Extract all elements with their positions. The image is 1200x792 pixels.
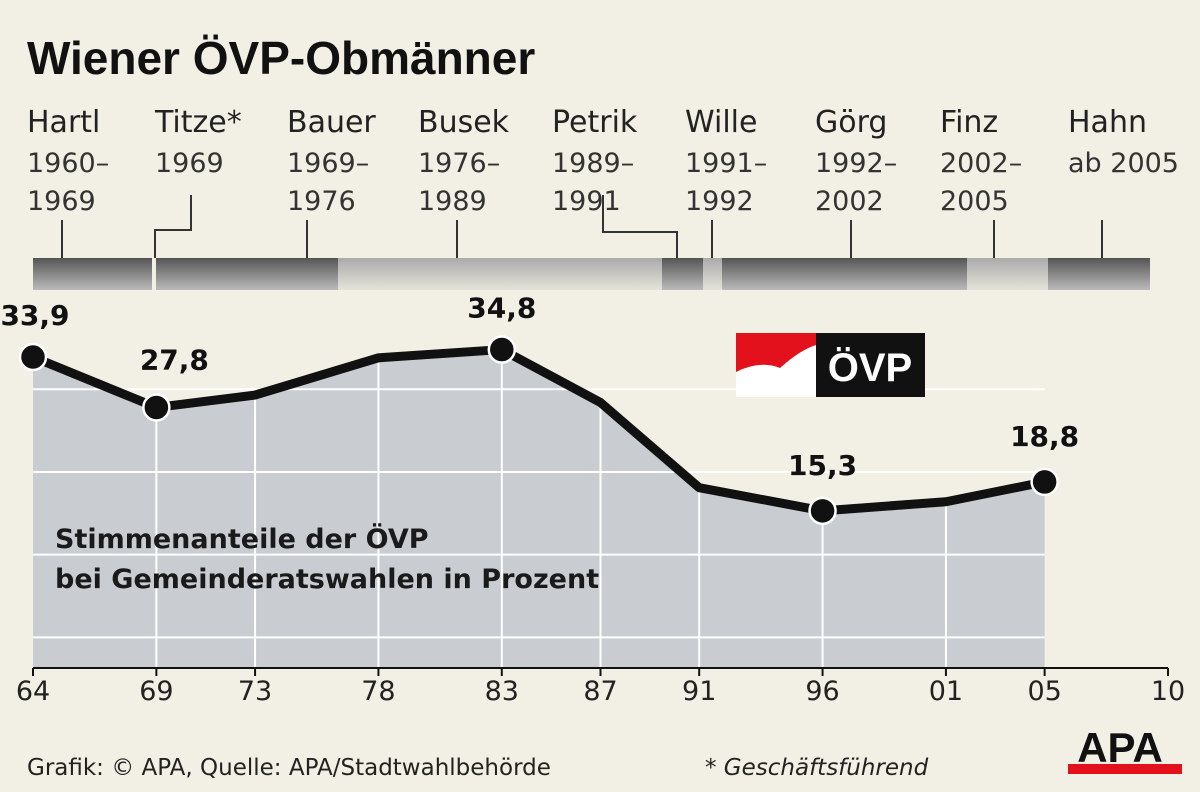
- leader-name: Petrik: [552, 105, 638, 140]
- data-point: [487, 335, 517, 364]
- x-tick-label: 10: [1151, 676, 1185, 707]
- leader-years: 1992: [685, 186, 754, 217]
- leader-years: 2002: [815, 186, 884, 217]
- leader-years: 1976–: [418, 148, 500, 179]
- leader-years: 1969: [27, 186, 96, 217]
- leader-name: Görg: [815, 105, 887, 140]
- leader-marker: [154, 195, 192, 258]
- leader-name: Hartl: [27, 105, 100, 140]
- x-tick-label: 78: [361, 676, 395, 707]
- data-label: 18,8: [1010, 420, 1079, 453]
- data-label: 15,3: [788, 449, 857, 482]
- leader-years: 1969–: [287, 148, 369, 179]
- timeline-bar: [33, 195, 1150, 290]
- leader-years: 1991: [552, 186, 621, 217]
- leader-years: 1960–: [27, 148, 109, 179]
- data-point: [142, 393, 171, 422]
- timeline-segment: [33, 258, 152, 290]
- leader-years: 1969: [155, 148, 224, 179]
- x-tick-label: 91: [682, 676, 716, 707]
- leader-marker: [602, 195, 678, 258]
- area-fill: [33, 349, 1045, 668]
- timeline-segment: [662, 258, 703, 290]
- data-point: [18, 342, 48, 372]
- x-tick-label: 64: [16, 676, 50, 707]
- leader-name: Bauer: [287, 105, 376, 140]
- timeline-segment: [722, 258, 967, 290]
- x-tick-label: 69: [139, 676, 173, 707]
- leader-years: 1992–: [815, 148, 897, 179]
- x-tick-label: 87: [583, 676, 617, 707]
- apa-logo-text: APA: [1077, 724, 1163, 771]
- data-point: [1030, 467, 1059, 497]
- timeline-segment: [703, 258, 722, 290]
- leader-name: Hahn: [1068, 105, 1147, 140]
- leader-years: 1989–: [552, 148, 634, 179]
- timeline-segment: [967, 258, 1048, 290]
- footnote: * Geschäftsführend: [705, 755, 929, 781]
- leader-years: 2002–: [940, 148, 1022, 179]
- leader-years: 1991–: [685, 148, 767, 179]
- chart-subtitle-line2: bei Gemeinderatswahlen in Prozent: [55, 564, 599, 595]
- chart-title: Wiener ÖVP-Obmänner: [27, 32, 535, 84]
- source-note: Grafik: © APA, Quelle: APA/Stadtwahlbehö…: [27, 755, 551, 781]
- leader-name: Finz: [940, 105, 998, 140]
- x-tick-label: 96: [805, 676, 839, 707]
- apa-logo: APA: [1068, 724, 1182, 774]
- ovp-logo: ÖVP: [736, 333, 925, 397]
- data-label: 34,8: [467, 292, 536, 325]
- ovp-logo-text: ÖVP: [828, 345, 912, 390]
- leader-years: 1989: [418, 186, 487, 217]
- leader-name: Busek: [418, 105, 510, 140]
- leader-years: 1976: [287, 186, 356, 217]
- timeline-segment: [1048, 258, 1150, 290]
- series-line: [31, 345, 1046, 516]
- leader-name: Wille: [685, 105, 757, 140]
- x-tick-label: 05: [1027, 676, 1061, 707]
- data-label: 27,8: [140, 343, 209, 376]
- data-point: [808, 496, 837, 526]
- timeline-segment: [156, 258, 338, 290]
- x-tick-label: 73: [238, 676, 272, 707]
- leader-years: 2005: [940, 186, 1009, 217]
- leader-name: Titze*: [154, 105, 242, 140]
- chart-subtitle-line1: Stimmenanteile der ÖVP: [55, 522, 429, 555]
- x-tick-label: 83: [485, 676, 519, 707]
- timeline-segment: [338, 258, 662, 290]
- x-tick-label: 01: [929, 676, 963, 707]
- leader-years: ab 2005: [1068, 148, 1179, 179]
- data-label: 33,9: [0, 299, 69, 332]
